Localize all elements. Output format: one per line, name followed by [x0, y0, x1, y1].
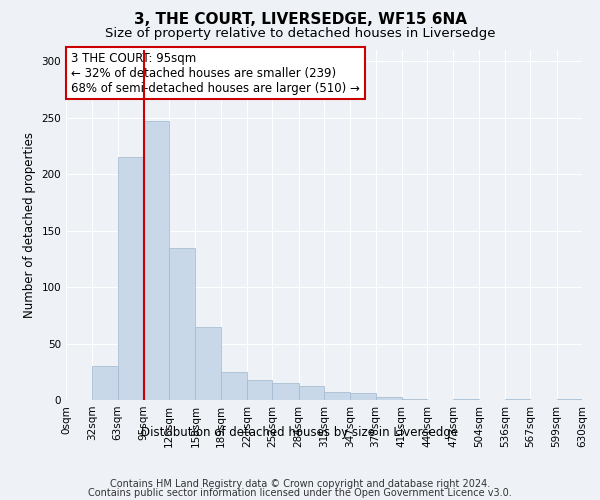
Text: 3, THE COURT, LIVERSEDGE, WF15 6NA: 3, THE COURT, LIVERSEDGE, WF15 6NA: [133, 12, 467, 28]
Bar: [118, 158, 144, 400]
Bar: [196, 326, 221, 400]
Bar: [299, 386, 324, 400]
Bar: [505, 399, 530, 400]
Bar: [92, 366, 118, 400]
Bar: [376, 396, 402, 400]
Text: Contains public sector information licensed under the Open Government Licence v3: Contains public sector information licen…: [88, 488, 512, 498]
Text: Distribution of detached houses by size in Liversedge: Distribution of detached houses by size …: [142, 426, 458, 439]
Bar: [324, 392, 350, 400]
Bar: [247, 380, 272, 400]
Bar: [454, 399, 479, 400]
Bar: [557, 399, 582, 400]
Text: Size of property relative to detached houses in Liversedge: Size of property relative to detached ho…: [105, 28, 495, 40]
Text: Contains HM Land Registry data © Crown copyright and database right 2024.: Contains HM Land Registry data © Crown c…: [110, 479, 490, 489]
Text: 3 THE COURT: 95sqm
← 32% of detached houses are smaller (239)
68% of semi-detach: 3 THE COURT: 95sqm ← 32% of detached hou…: [71, 52, 360, 95]
Bar: [221, 372, 247, 400]
Bar: [350, 393, 376, 400]
Y-axis label: Number of detached properties: Number of detached properties: [23, 132, 36, 318]
Bar: [272, 383, 299, 400]
Bar: [402, 399, 427, 400]
Bar: [144, 121, 169, 400]
Bar: [169, 248, 196, 400]
